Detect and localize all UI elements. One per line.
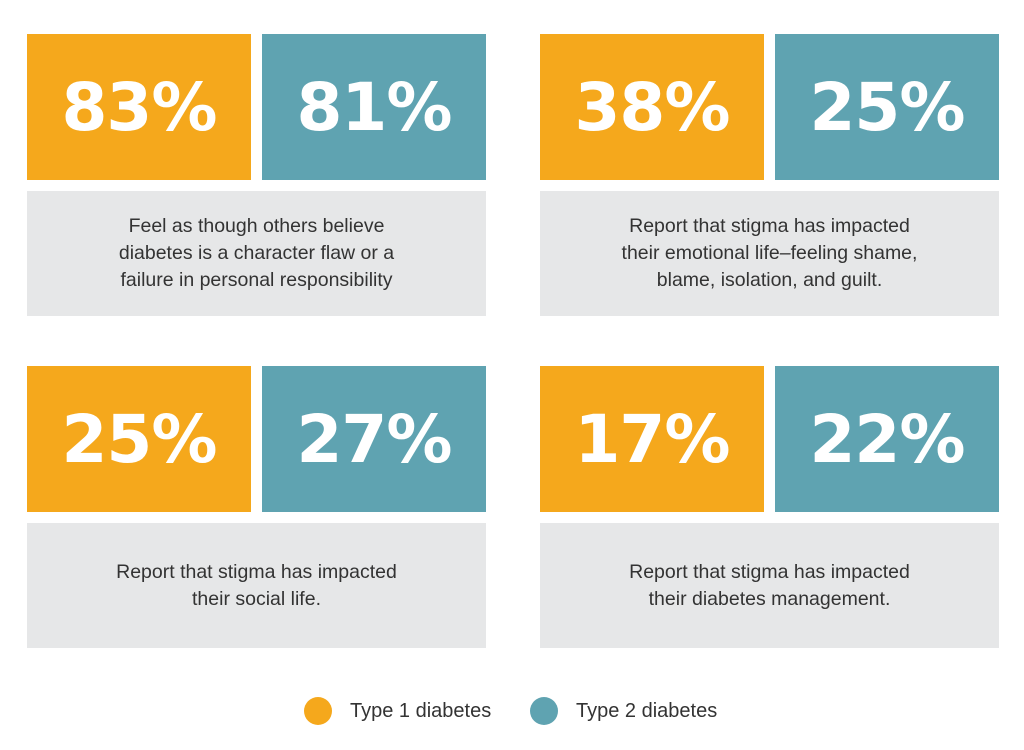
type2-value: 25%: [775, 34, 999, 180]
type1-swatch-icon: [304, 697, 332, 725]
legend: Type 1 diabetes Type 2 diabetes: [0, 695, 1024, 727]
type1-value: 17%: [540, 366, 764, 512]
legend-label: Type 2 diabetes: [576, 699, 718, 722]
stat-description: Report that stigma has impacted their em…: [540, 191, 999, 316]
stat-card: 83% 81% Feel as though others believe di…: [27, 34, 486, 316]
type2-value: 81%: [262, 34, 486, 180]
type2-value: 27%: [262, 366, 486, 512]
stat-card: 25% 27% Report that stigma has impacted …: [27, 366, 486, 648]
legend-label: Type 1 diabetes: [350, 699, 492, 722]
stat-description: Report that stigma has impacted their di…: [540, 523, 999, 648]
type1-value: 83%: [27, 34, 251, 180]
stat-card: 38% 25% Report that stigma has impacted …: [540, 34, 999, 316]
type2-value: 22%: [775, 366, 999, 512]
legend-item-type1: Type 1 diabetes: [304, 695, 491, 727]
type1-value: 25%: [27, 366, 251, 512]
type1-value: 38%: [540, 34, 764, 180]
stat-description: Feel as though others believe diabetes i…: [27, 191, 486, 316]
stat-card: 17% 22% Report that stigma has impacted …: [540, 366, 999, 648]
stat-description: Report that stigma has impacted their so…: [27, 523, 486, 648]
type2-swatch-icon: [530, 697, 558, 725]
legend-item-type2: Type 2 diabetes: [530, 695, 717, 727]
